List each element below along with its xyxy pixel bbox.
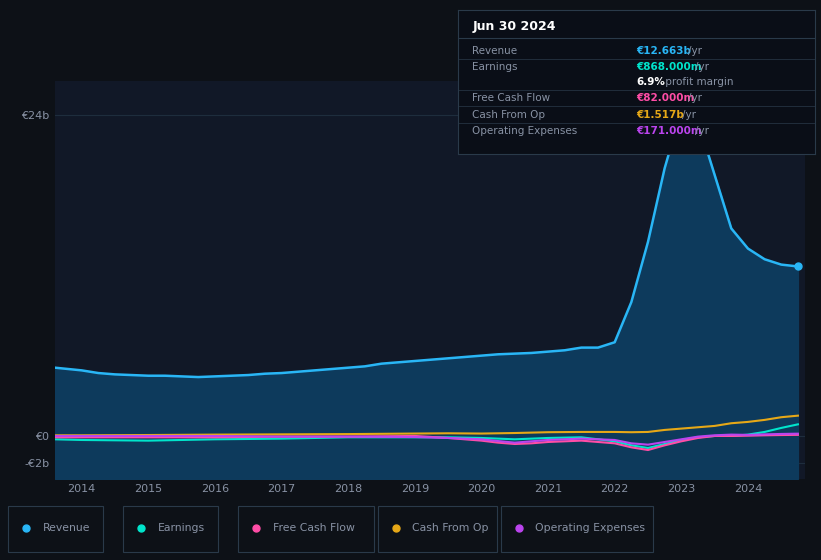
Text: /yr: /yr xyxy=(681,110,695,120)
Text: €171.000m: €171.000m xyxy=(637,126,703,136)
Text: €1.517b: €1.517b xyxy=(637,110,685,120)
Text: €82.000m: €82.000m xyxy=(637,92,695,102)
Text: Earnings: Earnings xyxy=(158,523,204,533)
Text: /yr: /yr xyxy=(688,46,702,57)
Text: /yr: /yr xyxy=(688,92,702,102)
Text: Revenue: Revenue xyxy=(43,523,90,533)
Text: Jun 30 2024: Jun 30 2024 xyxy=(472,20,556,32)
Text: /yr: /yr xyxy=(695,62,709,72)
Text: €12.663b: €12.663b xyxy=(637,46,691,57)
Text: profit margin: profit margin xyxy=(663,77,734,87)
Text: Operating Expenses: Operating Expenses xyxy=(535,523,645,533)
Text: Cash From Op: Cash From Op xyxy=(472,110,545,120)
Text: /yr: /yr xyxy=(695,126,709,136)
Text: 6.9%: 6.9% xyxy=(637,77,666,87)
Text: Free Cash Flow: Free Cash Flow xyxy=(472,92,551,102)
Text: Free Cash Flow: Free Cash Flow xyxy=(273,523,355,533)
Text: €868.000m: €868.000m xyxy=(637,62,702,72)
Text: Operating Expenses: Operating Expenses xyxy=(472,126,578,136)
Text: Earnings: Earnings xyxy=(472,62,518,72)
Text: Cash From Op: Cash From Op xyxy=(412,523,488,533)
Text: Revenue: Revenue xyxy=(472,46,517,57)
